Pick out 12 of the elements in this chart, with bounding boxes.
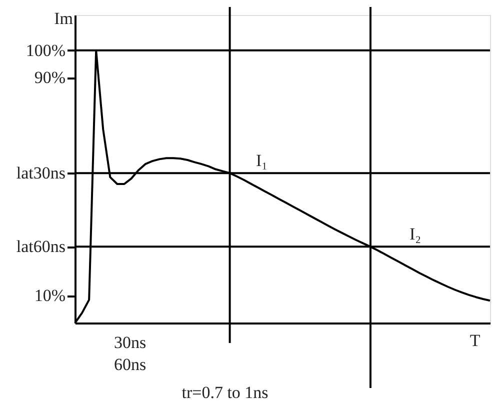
x-axis-title: T bbox=[470, 331, 481, 350]
y-tick-label: 100% bbox=[26, 40, 66, 60]
y-tick-label: lat60ns bbox=[16, 237, 66, 256]
text: 60ns bbox=[114, 355, 146, 374]
annotation: I₁ bbox=[256, 151, 268, 170]
y-tick-label: 90% bbox=[34, 68, 66, 88]
y-tick-label: lat30ns bbox=[16, 164, 66, 183]
text: tr=0.7 to 1ns bbox=[182, 383, 268, 402]
y-tick-label: 10% bbox=[34, 286, 66, 306]
y-axis-title: Im bbox=[54, 9, 73, 28]
annotation: I₂ bbox=[410, 224, 422, 244]
text: 30ns bbox=[114, 333, 146, 352]
